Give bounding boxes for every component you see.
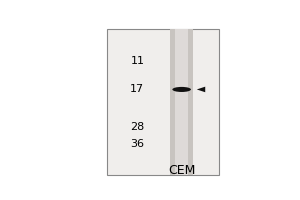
Text: 28: 28 [130,122,145,132]
Ellipse shape [172,87,191,92]
Text: 36: 36 [130,139,145,149]
Bar [170,29,193,175]
Bar [107,29,219,175]
Text: 17: 17 [130,84,145,94]
Text: CEM: CEM [168,164,195,177]
Text: 11: 11 [130,56,145,66]
Polygon shape [197,87,205,92]
Bar [175,29,188,175]
